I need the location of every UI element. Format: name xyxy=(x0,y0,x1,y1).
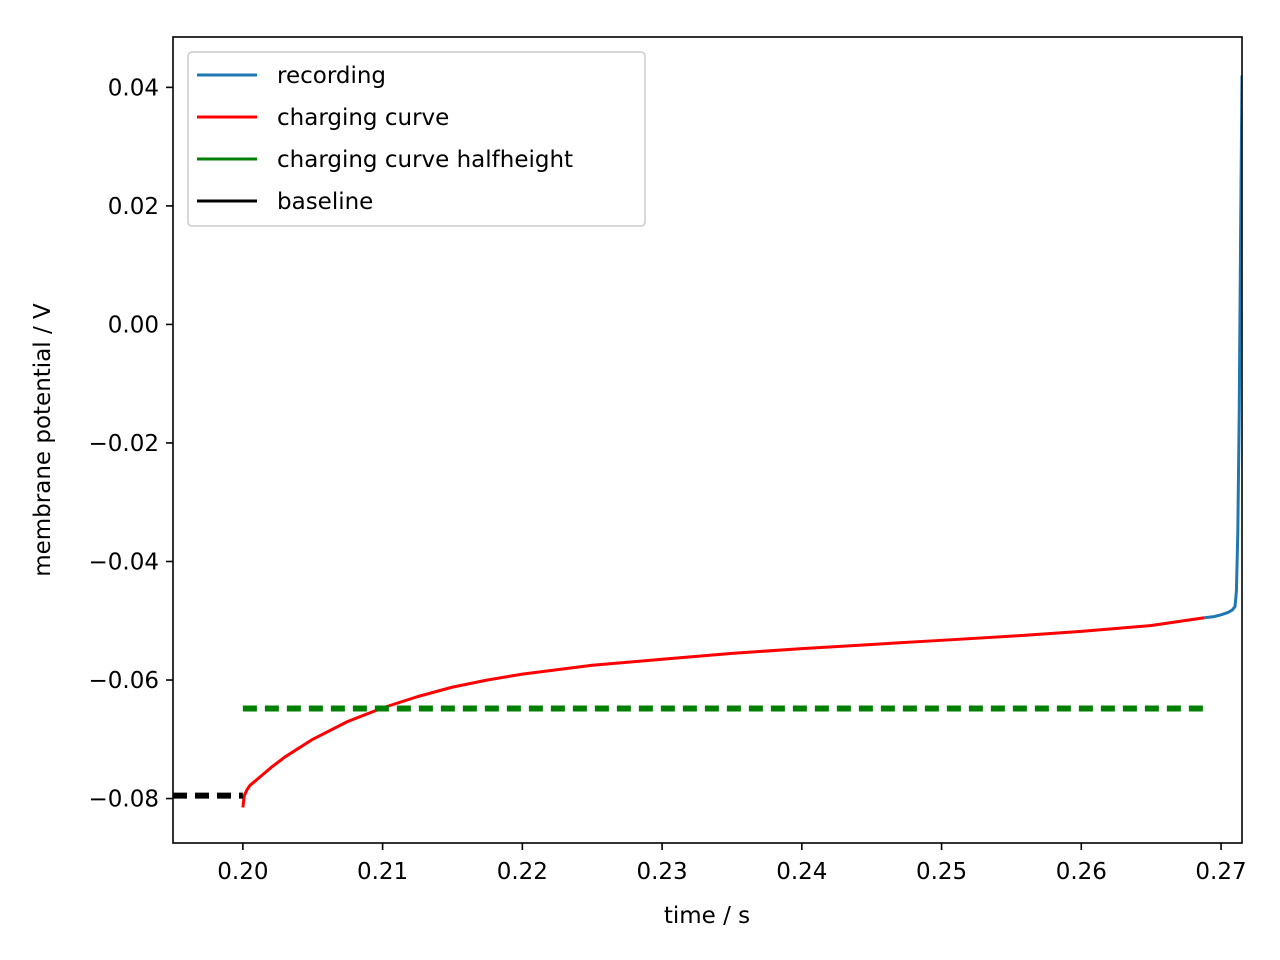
y-axis: −0.08 −0.06 −0.04 −0.02 0.00 0.02 0.04 xyxy=(89,75,173,813)
legend-label-recording: recording xyxy=(277,63,386,89)
x-tick-label: 0.21 xyxy=(357,859,408,885)
x-tick-label: 0.26 xyxy=(1056,859,1107,885)
x-tick-label: 0.25 xyxy=(916,859,967,885)
y-tick-label: 0.00 xyxy=(108,312,159,338)
legend: recording charging curve charging curve ha… xyxy=(187,51,646,227)
series-line-charging-curve xyxy=(241,616,1205,808)
x-axis-label: time / s xyxy=(664,903,750,929)
x-tick-label: 0.22 xyxy=(497,859,548,885)
plot-frame xyxy=(172,36,1243,844)
x-axis: 0.20 0.21 0.22 0.23 0.24 0.25 0.26 0.27 xyxy=(217,843,1247,885)
legend-box xyxy=(187,51,646,227)
legend-label-baseline: baseline xyxy=(277,189,373,215)
legend-label-charging-curve-halfheight: charging curve halfheight xyxy=(277,147,573,173)
y-tick-label: −0.08 xyxy=(89,787,159,813)
legend-label-charging-curve: charging curve xyxy=(277,105,449,131)
y-axis-label: membrane potential / V xyxy=(30,303,56,577)
x-tick-label: 0.23 xyxy=(636,859,687,885)
x-tick-label: 0.20 xyxy=(217,859,268,885)
series-line-recording xyxy=(1204,75,1242,620)
x-tick-label: 0.24 xyxy=(776,859,827,885)
y-tick-label: −0.06 xyxy=(89,668,159,694)
y-tick-label: 0.02 xyxy=(108,194,159,220)
y-tick-label: 0.04 xyxy=(108,75,159,101)
x-tick-label: 0.27 xyxy=(1195,859,1246,885)
series-layer xyxy=(173,75,1242,808)
y-tick-label: −0.04 xyxy=(89,549,159,575)
y-tick-label: −0.02 xyxy=(89,431,159,457)
